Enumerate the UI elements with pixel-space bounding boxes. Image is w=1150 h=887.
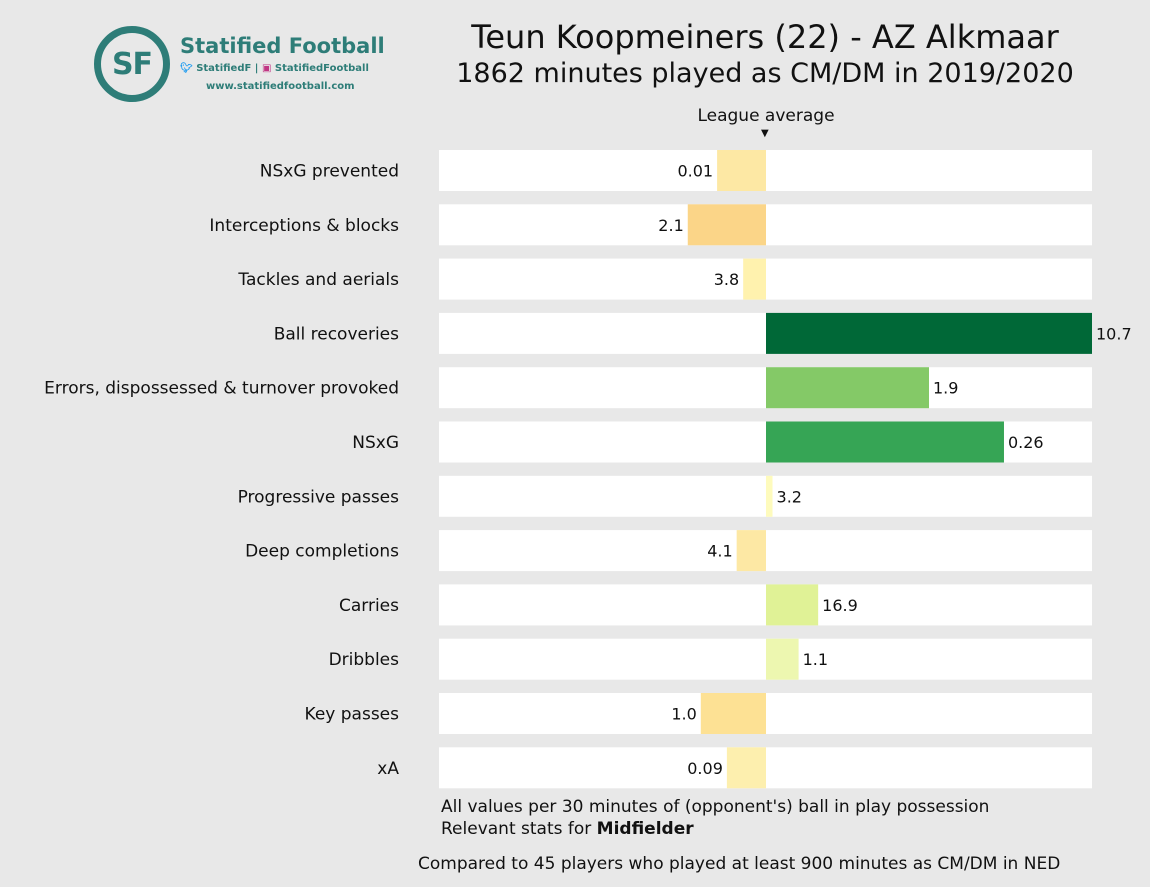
value-label: 0.26 — [1008, 433, 1044, 452]
category-label: Key passes — [305, 705, 400, 725]
twitter-handle: StatifiedF — [196, 63, 252, 74]
bar — [766, 638, 799, 680]
category-label: Dribbles — [329, 650, 400, 670]
category-label: Errors, dispossessed & turnover provoked — [44, 379, 399, 399]
bar — [766, 312, 1092, 354]
category-label: Interceptions & blocks — [209, 216, 399, 236]
footnote-position: Midfielder — [596, 819, 694, 839]
logo-website: www.statifiedfootball.com — [206, 81, 355, 92]
bar — [766, 421, 1004, 463]
category-label: Tackles and aerials — [237, 270, 399, 290]
league-average-label: League average — [697, 106, 835, 126]
bar — [726, 747, 766, 789]
bar — [743, 258, 766, 300]
category-label: Progressive passes — [238, 487, 400, 507]
value-label: 0.09 — [687, 759, 723, 778]
chart-subtitle: 1862 minutes played as CM/DM in 2019/202… — [456, 58, 1074, 89]
value-label: 1.0 — [671, 705, 696, 724]
category-label: xA — [377, 759, 399, 779]
value-label: 16.9 — [822, 596, 858, 615]
logo-name: Statified Football — [180, 34, 385, 58]
bar-track — [439, 638, 1092, 680]
bar — [736, 530, 766, 572]
handle-separator: | — [254, 63, 259, 74]
value-label: 1.1 — [803, 650, 828, 669]
bar — [766, 367, 929, 409]
value-label: 2.1 — [658, 216, 683, 235]
category-label: NSxG prevented — [260, 162, 399, 182]
footnote-comparison: Compared to 45 players who played at lea… — [418, 854, 1061, 874]
bar-track — [439, 584, 1092, 626]
value-label: 3.2 — [777, 487, 802, 506]
value-label: 4.1 — [707, 542, 732, 561]
bar — [766, 475, 773, 517]
category-label: NSxG — [352, 433, 399, 453]
value-label: 3.8 — [714, 270, 739, 289]
bar-track — [439, 367, 1092, 409]
league-average-marker-icon: ▼ — [761, 128, 769, 139]
bar — [717, 150, 766, 191]
value-label: 10.7 — [1096, 324, 1132, 343]
bar-track — [439, 475, 1092, 517]
logo-monogram: SF — [94, 26, 170, 102]
category-label: Carries — [339, 596, 399, 616]
bar — [766, 584, 819, 626]
bar — [700, 693, 766, 734]
footnote-relevant-prefix: Relevant stats for — [441, 819, 597, 839]
category-label: Deep completions — [245, 542, 399, 562]
chart-title: Teun Koopmeiners (22) - AZ Alkmaar — [471, 18, 1059, 56]
value-label: 0.01 — [677, 162, 713, 181]
footnote-relevant-stats: Relevant stats for Midfielder — [441, 819, 694, 839]
category-label: Ball recoveries — [274, 324, 399, 344]
logo-social-handles: 🐦︎ StatifiedF | ▣ StatifiedFootball — [180, 63, 369, 74]
twitter-icon: 🐦︎ — [180, 63, 193, 74]
bar-chart: NSxG prevented 0.01 Interceptions & blocks… — [44, 150, 1132, 789]
bar — [687, 204, 766, 246]
value-label: 1.9 — [933, 379, 958, 398]
brand-logo: SF Statified Football 🐦︎ StatifiedF | ▣ … — [94, 26, 394, 106]
instagram-icon: ▣ — [261, 63, 272, 74]
instagram-handle: StatifiedFootball — [274, 63, 369, 74]
footnote-possession: All values per 30 minutes of (opponent's… — [441, 797, 990, 817]
